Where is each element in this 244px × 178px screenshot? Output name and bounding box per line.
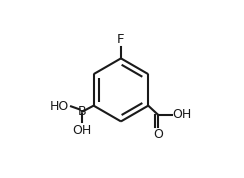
Text: O: O <box>153 128 163 141</box>
Text: HO: HO <box>50 100 69 113</box>
Text: F: F <box>117 33 125 46</box>
Text: B: B <box>78 105 86 118</box>
Text: OH: OH <box>172 108 192 121</box>
Text: OH: OH <box>72 124 92 137</box>
